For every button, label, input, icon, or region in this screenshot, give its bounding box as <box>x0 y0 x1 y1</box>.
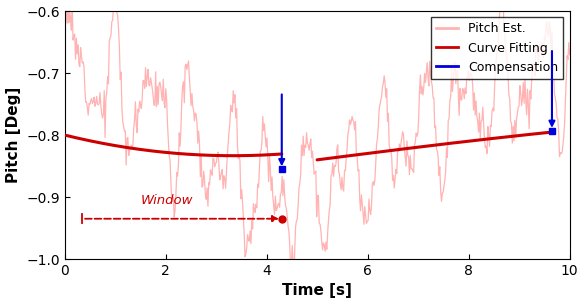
Legend: Pitch Est., Curve Fitting, Compensation: Pitch Est., Curve Fitting, Compensation <box>431 17 564 79</box>
X-axis label: Time [s]: Time [s] <box>282 283 352 299</box>
Text: Window: Window <box>140 195 193 207</box>
Y-axis label: Pitch [Deg]: Pitch [Deg] <box>6 87 20 183</box>
